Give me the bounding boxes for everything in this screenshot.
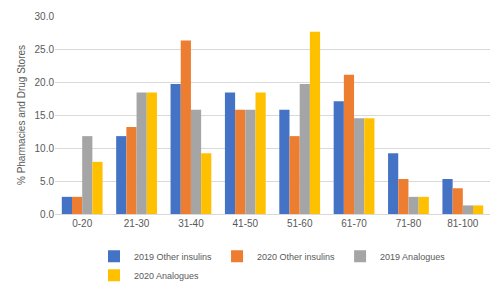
svg-text:20.0: 20.0 [35, 77, 55, 88]
svg-text:61-70: 61-70 [341, 218, 367, 229]
svg-text:31-40: 31-40 [178, 218, 204, 229]
svg-text:25.0: 25.0 [35, 44, 55, 55]
svg-text:5.0: 5.0 [40, 176, 54, 187]
svg-text:2019 Analogues: 2019 Analogues [380, 252, 445, 262]
svg-text:2019 Other insulins: 2019 Other insulins [134, 252, 212, 262]
svg-text:41-50: 41-50 [233, 218, 259, 229]
svg-text:30.0: 30.0 [35, 11, 55, 22]
svg-text:0-20: 0-20 [72, 218, 92, 229]
svg-text:10.0: 10.0 [35, 143, 55, 154]
svg-text:71-80: 71-80 [396, 218, 422, 229]
svg-text:21-30: 21-30 [124, 218, 150, 229]
svg-text:0.0: 0.0 [40, 209, 54, 220]
svg-text:2020 Other insulins: 2020 Other insulins [257, 252, 335, 262]
svg-text:2020 Analogues: 2020 Analogues [134, 271, 199, 281]
svg-text:81-100: 81-100 [447, 218, 479, 229]
svg-text:15.0: 15.0 [35, 110, 55, 121]
svg-text:% Pharmacies and Drug Stores: % Pharmacies and Drug Stores [16, 45, 27, 185]
svg-text:51-60: 51-60 [287, 218, 313, 229]
